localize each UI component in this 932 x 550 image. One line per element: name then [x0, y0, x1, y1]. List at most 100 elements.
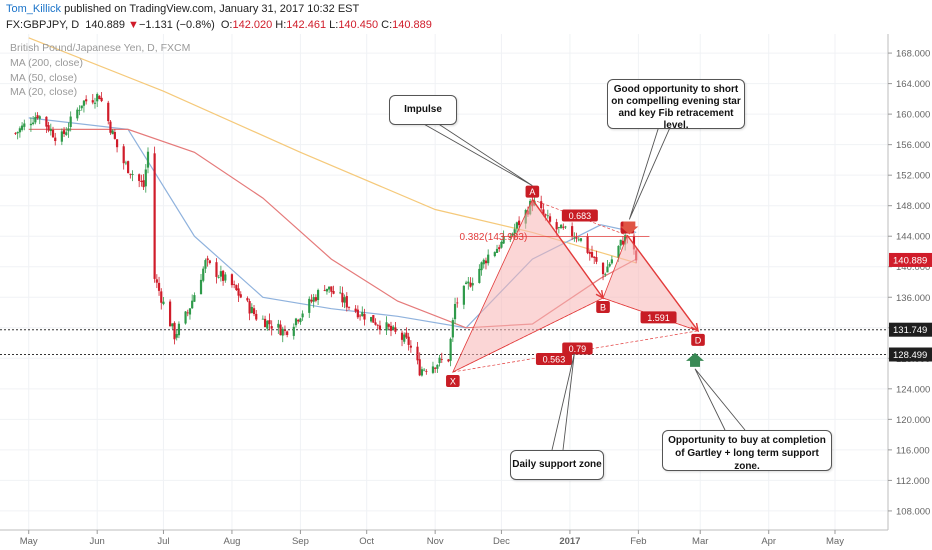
candle-body [431, 366, 435, 373]
ratio-xb-label: 0.563 [543, 355, 566, 365]
candle-body [518, 220, 521, 226]
ratio-ac-label-bg [561, 209, 598, 222]
candle-body [142, 180, 145, 188]
change-down-icon: ▼ [128, 19, 139, 31]
price-tag-label: 140.889 [893, 255, 927, 266]
candle-body [49, 128, 52, 132]
candle-body [548, 216, 552, 222]
candle-body [202, 268, 205, 281]
y-tick-label: 156.000 [896, 140, 930, 151]
candle-body [400, 332, 404, 340]
candle-body [374, 322, 377, 325]
short-callout: Good opportunity to short on compelling … [607, 79, 745, 131]
candle-body [69, 116, 72, 127]
candle-body [266, 320, 269, 329]
candle-body [418, 359, 421, 376]
candle-body [341, 292, 344, 303]
candle-body [168, 301, 172, 327]
candle-body [100, 97, 103, 102]
candle-body [544, 214, 547, 216]
candle-body [540, 201, 543, 209]
callout-pointers [421, 122, 746, 451]
candle-body [230, 274, 234, 286]
high-value: 142.461 [286, 19, 327, 31]
price-tag-label: 128.499 [893, 350, 927, 361]
last-price: 140.889 [85, 19, 125, 31]
candle-body [173, 322, 176, 340]
ratio-line [452, 297, 604, 373]
price-tag-label: 131.749 [893, 325, 927, 336]
candle-body [378, 325, 382, 330]
candle-body [604, 273, 607, 275]
candle-body [184, 311, 187, 324]
ratio-xb-label-bg [535, 353, 572, 366]
price-tag-bg [889, 252, 932, 267]
candle-body [18, 128, 21, 133]
candle-body [294, 318, 298, 326]
ma20-label[interactable]: MA (20, close) [10, 86, 78, 98]
candle-body [270, 326, 273, 329]
candle-body [316, 290, 320, 301]
candle-body [308, 298, 311, 313]
candle-body [292, 326, 295, 336]
candle-body [621, 240, 625, 245]
buy-arrow-icon [686, 352, 705, 367]
author-link[interactable]: Tom_Killick [6, 3, 62, 15]
candle-body [93, 102, 97, 104]
candle-body [593, 256, 596, 258]
candle-body [495, 248, 499, 253]
x-tick-label: Dec [493, 536, 510, 547]
x-tick-label: Aug [223, 536, 240, 547]
candle-body [425, 370, 428, 372]
candle-body [177, 323, 181, 336]
candle-body [38, 116, 41, 119]
candle-body [246, 298, 249, 301]
candle-body [493, 252, 496, 257]
x-tick-label: Jun [90, 536, 105, 547]
x-tick-label: Mar [692, 536, 708, 547]
price-change: −1.131 (−0.8%) [138, 19, 215, 31]
candle-body [277, 323, 280, 328]
candle-body [96, 94, 99, 102]
candle-body [281, 328, 284, 336]
candle-body [160, 291, 163, 303]
candles [14, 92, 638, 377]
open-value: 142.020 [232, 19, 273, 31]
candle-body [115, 139, 119, 148]
candle-body [261, 318, 264, 320]
candle-body [191, 300, 194, 309]
projection-arrow [626, 235, 699, 332]
y-tick-label: 140.000 [896, 262, 930, 273]
pattern-point-d-bg [691, 333, 705, 346]
candle-body [162, 301, 165, 305]
candle-body [67, 128, 70, 132]
candle-body [434, 367, 437, 369]
candle-body [515, 222, 518, 229]
candle-body [436, 364, 439, 369]
candle-body [283, 330, 287, 331]
candle-body [498, 247, 501, 250]
candle-body [577, 239, 580, 241]
candle-body [248, 301, 251, 314]
candle-body [469, 282, 472, 287]
candle-body [204, 260, 207, 269]
candle-body [312, 297, 315, 302]
candle-body [239, 294, 242, 298]
candle-body [144, 169, 147, 187]
candle-body [34, 117, 37, 123]
close-value: 140.889 [392, 19, 432, 31]
candle-body [409, 345, 412, 348]
candle-body [590, 252, 594, 258]
candle-body [222, 270, 225, 281]
candle-body [449, 338, 452, 361]
candle-body [343, 297, 346, 303]
candle-body [416, 346, 419, 361]
y-tick-label: 120.000 [896, 415, 930, 426]
y-tick-label: 144.000 [896, 232, 930, 243]
candle-body [500, 241, 503, 248]
ma200-label[interactable]: MA (200, close) [10, 57, 83, 69]
ma50-label[interactable]: MA (50, close) [10, 72, 78, 84]
x-tick-label: May [826, 536, 844, 547]
